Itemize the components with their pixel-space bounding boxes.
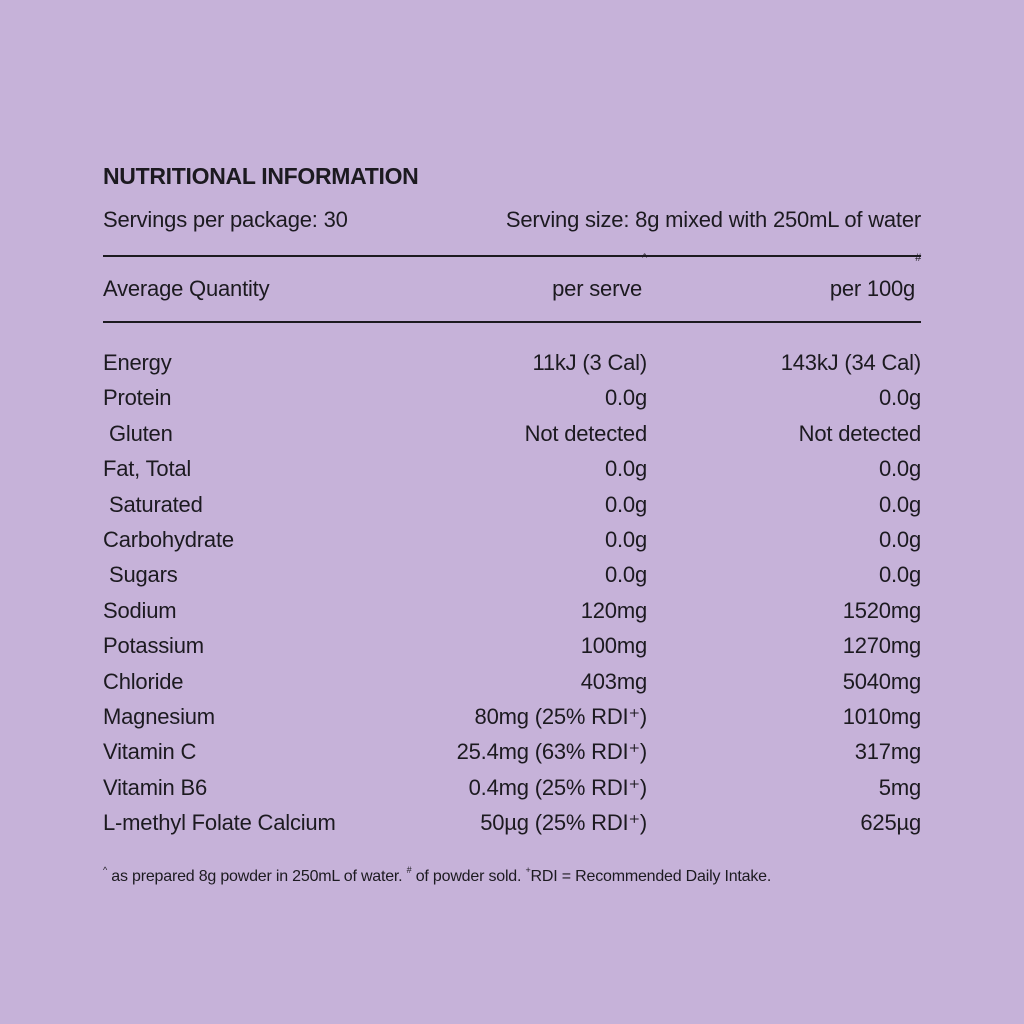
table-row: Energy 11kJ (3 Cal) 143kJ (34 Cal) [103,345,921,380]
table-row: Gluten Not detected Not detected [103,416,921,451]
per-100g-value: 1010mg [842,703,922,729]
per-serve-value: 120mg [580,597,647,623]
per-serve-value: 403mg [580,668,647,694]
header-per-100g: per 100g # [647,253,921,321]
per-serve-value: 0.0g [604,456,647,482]
footnote-hash: # [406,865,412,875]
nutrient-name: Magnesium [103,703,215,729]
header-per-serve: per serve ^ [387,253,647,321]
per-100g-value: 625µg [860,810,921,836]
header-per-100g-label: per 100g [829,276,916,301]
per-serve-value: 25.4mg (63% RDI⁺) [456,739,648,765]
nutrient-name: Carbohydrate [103,526,234,552]
nutrient-name: Vitamin C [103,739,197,765]
nutrient-name: Vitamin B6 [103,774,207,800]
serving-info: Servings per package: 30 Serving size: 8… [103,205,921,235]
nutrient-name: Potassium [103,633,204,659]
per-serve-value: 0.0g [604,491,647,517]
per-100g-value: 1270mg [842,633,922,659]
panel-title: NUTRITIONAL INFORMATION [103,163,419,189]
per-100g-value: 5mg [878,774,921,800]
table-row: Fat, Total 0.0g 0.0g [103,451,921,486]
table-row: Sugars 0.0g 0.0g [103,557,921,592]
table-header: Average Quantity per serve ^ per 100g # [103,253,921,321]
nutrition-panel: NUTRITIONAL INFORMATION Servings per pac… [103,160,921,840]
nutrient-name: Saturated [109,491,203,517]
table-body: Energy 11kJ (3 Cal) 143kJ (34 Cal) Protein 0… [103,345,921,840]
per-100g-value: 1520mg [842,597,922,623]
footnote-caret: ^ [103,865,108,875]
per-serve-value: 0.0g [604,526,647,552]
nutrient-name: L-methyl Folate Calcium [103,810,336,836]
header-per-serve-label: per serve [552,276,643,301]
caret-mark: ^ [642,252,647,264]
per-serve-value: 0.0g [604,385,647,411]
per-100g-value: 0.0g [878,526,921,552]
table-row: L-methyl Folate Calcium 50µg (25% RDI⁺) 62… [103,805,921,840]
nutrient-name: Sodium [103,597,177,623]
footnote: ^ as prepared 8g powder in 250mL of wate… [103,865,772,886]
per-serve-value: 80mg (25% RDI⁺) [474,703,648,729]
per-serve-value: Not detected [524,420,648,446]
table-row: Carbohydrate 0.0g 0.0g [103,522,921,557]
footnote-plus: + [525,865,531,875]
table-row: Vitamin C 25.4mg (63% RDI⁺) 317mg [103,734,921,769]
footnote-text-2: of powder sold. [411,868,526,885]
divider-header [103,321,921,323]
nutrient-name: Protein [103,385,172,411]
table-row: Vitamin B6 0.4mg (25% RDI⁺) 5mg [103,770,921,805]
table-row: Chloride 403mg 5040mg [103,664,921,699]
nutrient-name: Gluten [109,420,173,446]
table-row: Sodium 120mg 1520mg [103,593,921,628]
servings-per-package: Servings per package: 30 [103,207,348,232]
header-average-quantity: Average Quantity [103,276,270,301]
per-serve-value: 0.4mg (25% RDI⁺) [468,774,648,800]
table-row: Potassium 100mg 1270mg [103,628,921,663]
per-100g-value: Not detected [798,420,922,446]
hash-mark: # [915,252,921,264]
footnote-text-1: as prepared 8g powder in 250mL of water. [107,868,407,885]
nutrient-name: Fat, Total [103,456,192,482]
per-100g-value: 0.0g [878,456,921,482]
table-row: Protein 0.0g 0.0g [103,380,921,415]
per-100g-value: 317mg [854,739,921,765]
footnote-text-3: RDI = Recommended Daily Intake. [530,868,772,885]
per-serve-value: 50µg (25% RDI⁺) [480,810,647,836]
table-row: Saturated 0.0g 0.0g [103,487,921,522]
nutrient-name: Sugars [109,562,178,588]
per-100g-value: 0.0g [878,562,921,588]
per-100g-value: 0.0g [878,491,921,517]
nutrient-name: Chloride [103,668,184,694]
per-100g-value: 5040mg [842,668,922,694]
per-serve-value: 100mg [580,633,647,659]
serving-size: Serving size: 8g mixed with 250mL of wat… [505,207,921,232]
per-100g-value: 143kJ (34 Cal) [780,350,921,375]
per-serve-value: 11kJ (3 Cal) [532,350,647,375]
per-100g-value: 0.0g [878,385,921,411]
per-serve-value: 0.0g [604,562,647,588]
nutrient-name: Energy [103,350,172,375]
divider-top [103,255,921,257]
table-row: Magnesium 80mg (25% RDI⁺) 1010mg [103,699,921,734]
